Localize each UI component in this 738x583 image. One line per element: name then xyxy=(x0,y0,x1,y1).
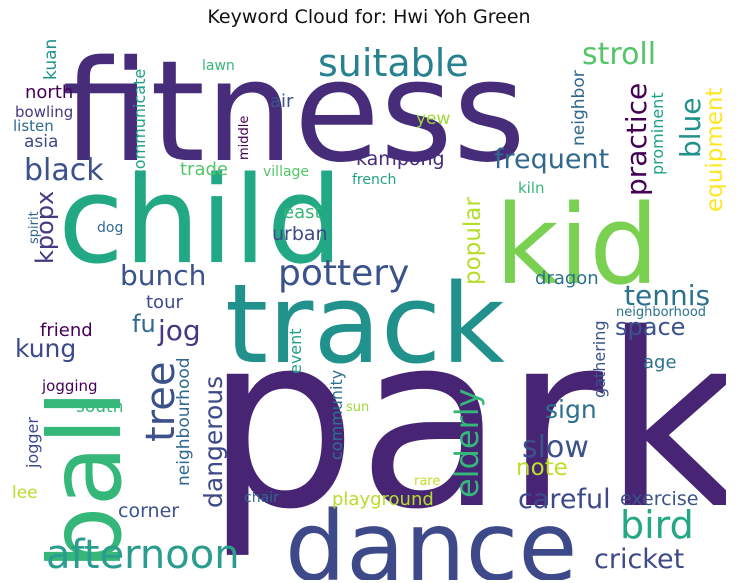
word-afternoon: afternoon xyxy=(46,532,240,578)
word-exercise: exercise xyxy=(620,488,698,510)
word-urban: urban xyxy=(272,223,328,245)
word-track: track xyxy=(225,260,505,388)
word-popular: popular xyxy=(460,197,486,285)
word-bowling: bowling xyxy=(15,103,73,121)
word-rare: rare xyxy=(414,474,440,489)
word-tour: tour xyxy=(146,292,183,313)
word-dragon: dragon xyxy=(535,268,599,289)
word-suitable: suitable xyxy=(318,41,469,85)
word-east: east xyxy=(283,202,322,223)
word-jogging: jogging xyxy=(41,377,98,395)
word-kung: kung xyxy=(15,334,76,363)
word-black: black xyxy=(24,153,104,188)
word-friend: friend xyxy=(40,320,93,341)
word-bunch: bunch xyxy=(120,259,206,292)
word-french: french xyxy=(352,172,396,188)
word-chair: chair xyxy=(244,490,279,506)
word-stroll: stroll xyxy=(582,37,656,72)
word-lawn: lawn xyxy=(202,58,235,74)
word-playground: playground xyxy=(332,489,434,510)
word-north: north xyxy=(25,82,73,103)
word-cricket: cricket xyxy=(594,544,684,575)
word-fu: fu xyxy=(132,310,156,338)
word-kid: kid xyxy=(495,181,659,309)
word-practice: practice xyxy=(620,83,653,196)
word-pottery: pottery xyxy=(278,253,409,294)
word-yew: yew xyxy=(416,109,451,129)
word-fitness: fitness xyxy=(62,36,526,194)
word-event: event xyxy=(286,328,305,374)
word-kiln: kiln xyxy=(518,179,545,197)
word-jog: jog xyxy=(157,314,201,347)
word-south: south xyxy=(76,397,123,417)
word-age: age xyxy=(643,352,677,373)
word-cloud: park fitness child track kid dance ball pottery… xyxy=(12,36,726,580)
word-village: village xyxy=(263,164,309,180)
word-spirit: spirit xyxy=(27,211,42,244)
word-kpopx: kpopx xyxy=(31,191,59,264)
word-note: note xyxy=(516,455,568,481)
word-dog: dog xyxy=(97,220,123,236)
word-jogger: jogger xyxy=(23,417,42,469)
word-kuan: kuan xyxy=(41,39,61,80)
word-blue: blue xyxy=(674,97,707,158)
word-neighbor: neighbor xyxy=(569,70,589,146)
word-bird: bird xyxy=(620,503,694,547)
word-kampong: kampong xyxy=(356,148,445,170)
word-dangerous: dangerous xyxy=(199,376,228,508)
word-corner: corner xyxy=(118,500,179,522)
word-park: park xyxy=(205,282,726,562)
word-air: air xyxy=(270,91,294,112)
word-ball: ball xyxy=(27,390,144,570)
word-communicate: communicate xyxy=(130,69,149,178)
word-gathering: gathering xyxy=(590,320,609,398)
word-dance: dance xyxy=(285,491,577,580)
word-sign: sign xyxy=(545,395,597,424)
word-listen: listen xyxy=(13,117,54,135)
word-tree: tree xyxy=(138,362,184,442)
word-frequent: frequent xyxy=(494,144,609,175)
word-middle: middle xyxy=(237,116,252,160)
word-asia: asia xyxy=(24,132,58,152)
word-space: space xyxy=(615,313,685,341)
word-community: community xyxy=(327,370,346,460)
word-careful: careful xyxy=(518,484,611,515)
word-neighbourhood: neighbourhood xyxy=(174,357,194,486)
word-lee: lee xyxy=(12,483,38,503)
word-slow: slow xyxy=(522,430,589,465)
word-neighborhood: neighborhood xyxy=(616,305,706,320)
word-trade: trade xyxy=(180,159,228,180)
word-equipment: equipment xyxy=(702,88,726,212)
chart-title: Keyword Cloud for: Hwi Yoh Green xyxy=(207,6,531,28)
word-child: child xyxy=(58,152,343,291)
word-tennis: tennis xyxy=(624,279,710,312)
word-elderly: elderly xyxy=(448,388,486,498)
word-sun: sun xyxy=(346,400,369,415)
word-prominent: prominent xyxy=(648,92,667,175)
